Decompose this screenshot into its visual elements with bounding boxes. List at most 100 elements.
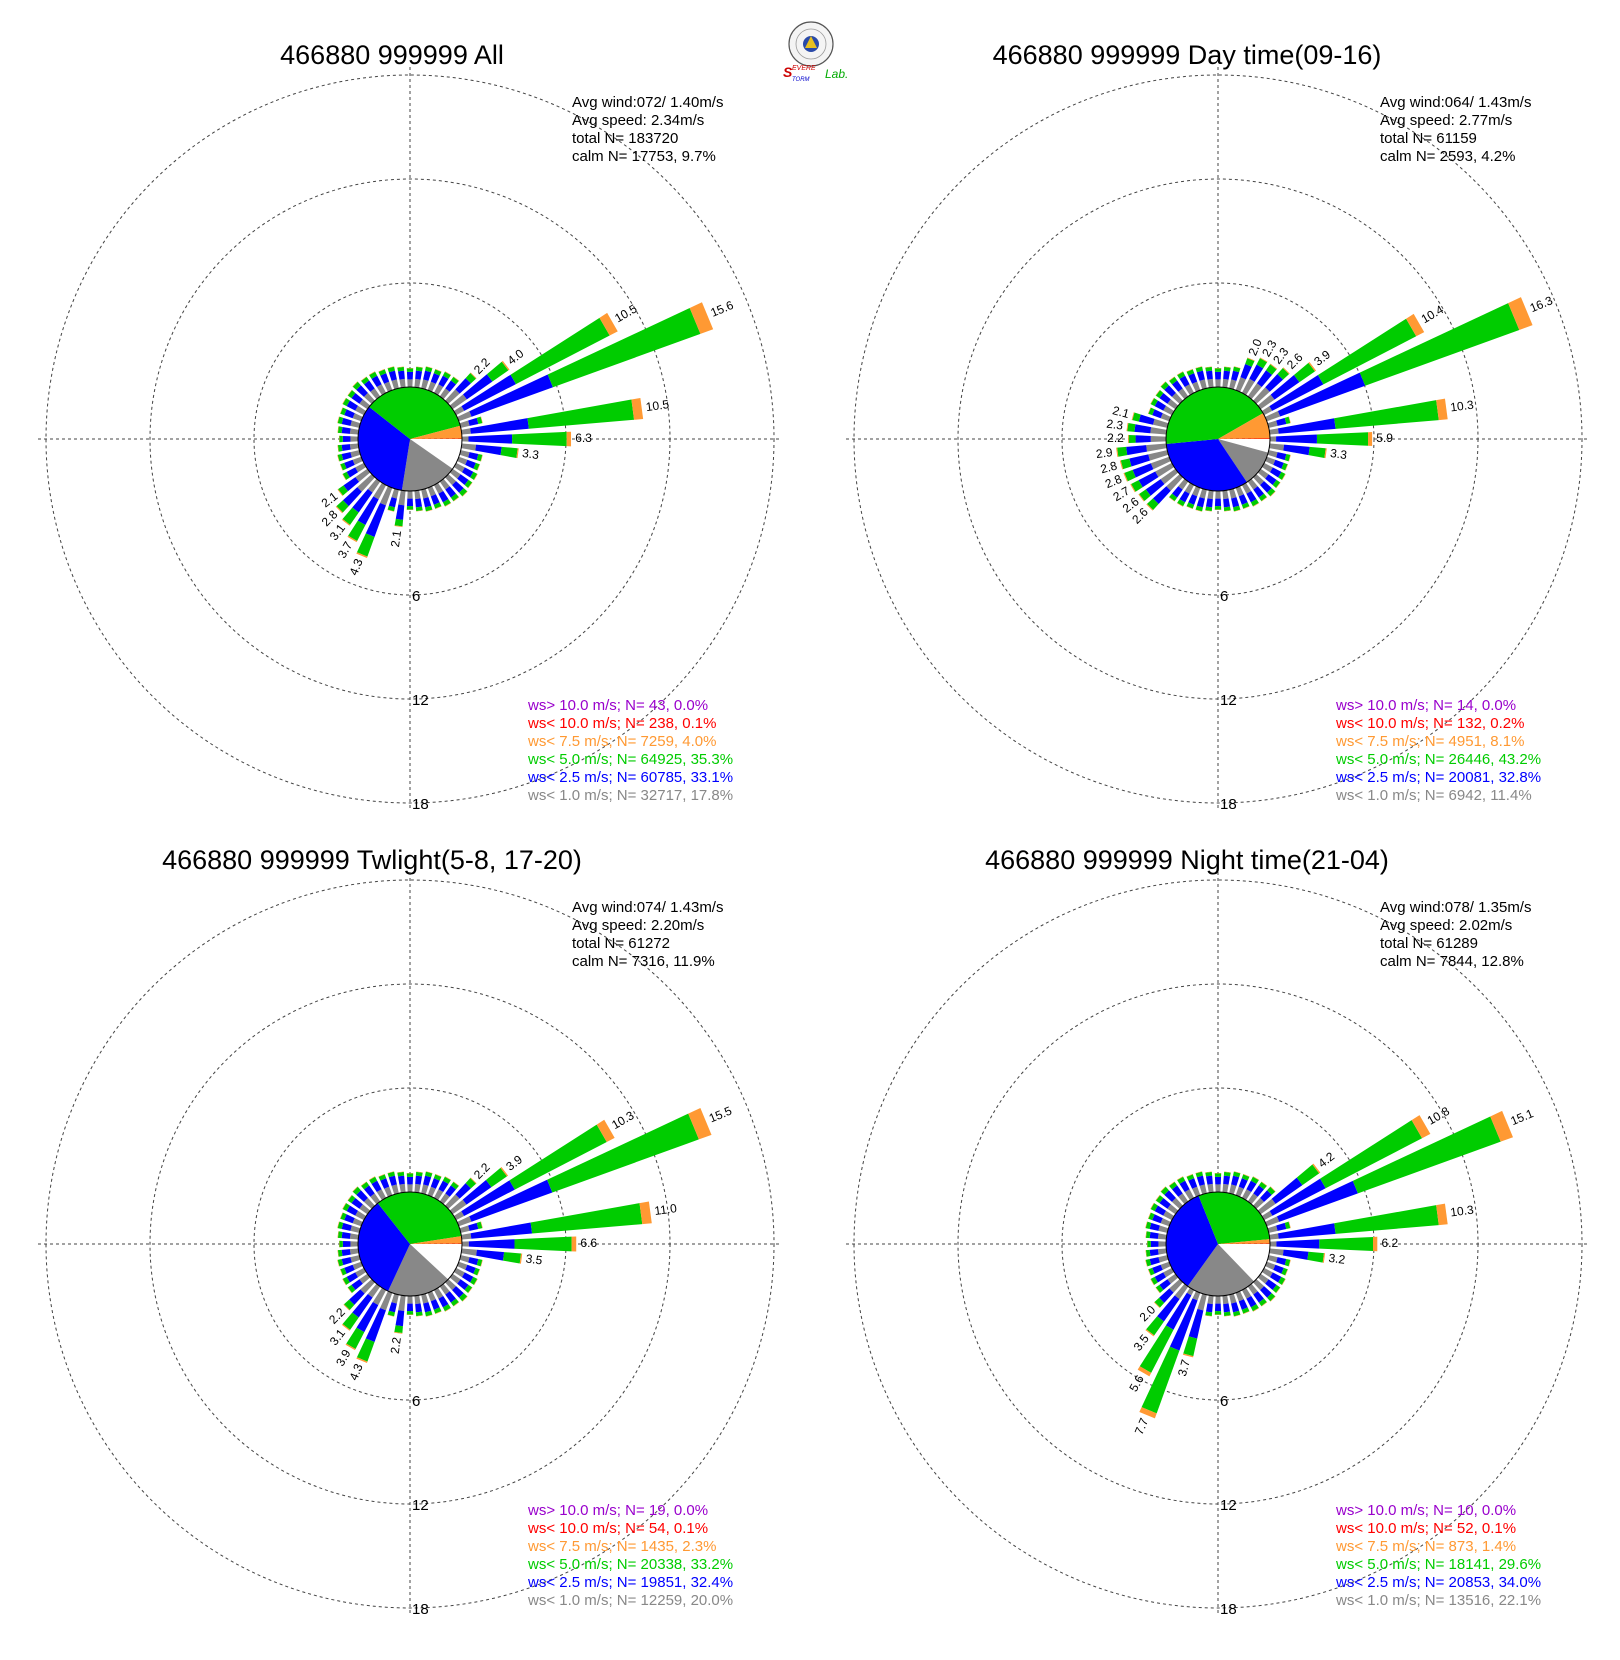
petal-segment: [1368, 432, 1373, 446]
petal-segment: [1150, 1276, 1158, 1285]
petal-segment: [1130, 484, 1136, 493]
petal-label: 15.1: [1509, 1106, 1536, 1128]
petal-segment: [415, 370, 423, 380]
petal-segment: [453, 1301, 460, 1307]
petal-segment: [1205, 1315, 1212, 1317]
petal-segment: [1171, 392, 1183, 404]
petal-segment: [1126, 422, 1129, 432]
petal-label: 6.6: [580, 1236, 597, 1250]
petal-segment: [480, 454, 483, 462]
petal-label: 15.6: [709, 298, 736, 320]
petal-segment: [344, 1299, 355, 1310]
petal-segment: [1267, 450, 1278, 458]
petal-segment: [467, 482, 473, 489]
petal-segment: [433, 1307, 442, 1314]
petal-segment: [337, 454, 344, 462]
petal-segment: [1265, 1216, 1280, 1227]
legend-entry: ws< 7.5 m/s; N= 7259, 4.0%: [527, 733, 716, 750]
petal-segment: [433, 369, 442, 376]
petal-segment: [387, 1314, 395, 1317]
petal-segment: [1152, 409, 1163, 419]
petal-segment: [465, 459, 476, 469]
petal-segment: [423, 370, 432, 381]
petal-segment: [476, 454, 483, 462]
petal-segment: [1169, 1279, 1183, 1293]
petal-segment: [450, 1181, 459, 1190]
petal-segment: [352, 413, 363, 422]
petal-segment: [337, 1221, 344, 1229]
petal-segment: [1508, 297, 1533, 330]
panel-title: 466880 999999 Day time(09-16): [993, 40, 1382, 70]
petal-segment: [1269, 1241, 1277, 1247]
petal-segment: [1159, 1279, 1171, 1290]
petal-segment: [1288, 416, 1291, 424]
petal-segment: [1316, 432, 1369, 446]
petal-segment: [343, 1304, 350, 1311]
petal-segment: [453, 406, 465, 416]
petal-segment: [1186, 369, 1195, 376]
petal-label: 3.2: [1328, 1251, 1347, 1267]
petal-segment: [337, 445, 339, 452]
petal-segment: [1269, 1233, 1279, 1240]
petal-segment: [394, 1331, 403, 1334]
petal-segment: [378, 368, 385, 372]
ring-label: 6: [1220, 588, 1228, 605]
legend-entry: ws< 7.5 m/s; N= 873, 1.4%: [1335, 1538, 1516, 1555]
stats-line: Avg speed: 2.34m/s: [572, 112, 704, 129]
petal-segment: [1273, 1264, 1284, 1274]
petal-segment: [455, 378, 471, 394]
petal-segment: [347, 1287, 353, 1294]
petal-segment: [461, 1233, 472, 1240]
petal-segment: [1192, 1186, 1201, 1197]
petal-segment: [1284, 416, 1291, 424]
petal-segment: [473, 1267, 480, 1276]
petal-segment: [344, 459, 355, 469]
petal-segment: [415, 506, 423, 512]
petal-segment: [470, 1222, 533, 1239]
petal-segment: [1178, 478, 1189, 490]
petal-segment: [1177, 499, 1186, 507]
petal-segment: [1282, 1249, 1309, 1260]
petal-segment: [1231, 1302, 1240, 1313]
petal-segment: [1192, 381, 1201, 392]
petal-label: 5.9: [1376, 431, 1393, 445]
petal-segment: [339, 407, 343, 414]
petal-segment: [1205, 366, 1213, 372]
petal-segment: [455, 1183, 471, 1199]
petal-segment: [1269, 1272, 1282, 1283]
petal-segment: [360, 376, 367, 382]
petal-segment: [1145, 1259, 1152, 1267]
petal-segment: [464, 1284, 473, 1293]
petal-label: 2.3: [1106, 417, 1125, 433]
petal-segment: [1285, 464, 1289, 471]
petal-segment: [547, 1113, 699, 1193]
petal-segment: [467, 1287, 473, 1294]
petal-segment: [473, 1278, 478, 1286]
petal-segment: [1199, 379, 1207, 390]
petal-segment: [1163, 1267, 1175, 1278]
petal-segment: [359, 1204, 371, 1215]
petal-segment: [1352, 1116, 1501, 1194]
petal-segment: [1269, 375, 1324, 411]
petal-segment: [1238, 1178, 1248, 1189]
petal-label: 3.5: [525, 1251, 544, 1267]
petal-segment: [1214, 506, 1222, 510]
petal-segment: [1214, 1176, 1222, 1185]
petal-segment: [341, 1222, 352, 1231]
petal-segment: [378, 1173, 385, 1177]
petal-segment: [351, 1198, 363, 1209]
legend-entry: ws< 10.0 m/s; N= 132, 0.2%: [1335, 715, 1524, 732]
petal-segment: [337, 426, 343, 434]
petal-label: 2.8: [1103, 472, 1124, 491]
petal-label: 4.3: [346, 556, 365, 577]
petal-segment: [1233, 366, 1241, 373]
petal-segment: [453, 496, 460, 502]
petal-segment: [1223, 366, 1231, 372]
petal-segment: [1276, 417, 1287, 426]
petal-label: 6.3: [575, 431, 592, 445]
petal-segment: [1169, 1298, 1198, 1351]
petal-segment: [1188, 1308, 1204, 1339]
petal-segment: [342, 1240, 351, 1248]
petal-label: 7.7: [1132, 1416, 1151, 1437]
petal-segment: [459, 420, 470, 428]
